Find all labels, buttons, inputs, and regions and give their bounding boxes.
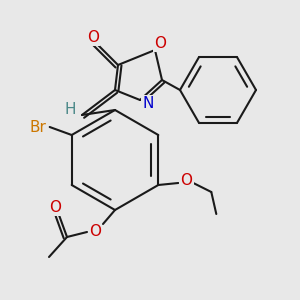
Text: O: O — [180, 172, 192, 188]
Text: H: H — [64, 103, 76, 118]
Text: O: O — [154, 35, 166, 50]
Text: O: O — [87, 29, 99, 44]
Text: O: O — [89, 224, 101, 239]
Text: Br: Br — [29, 119, 46, 134]
Text: N: N — [142, 97, 154, 112]
Text: O: O — [49, 200, 61, 214]
